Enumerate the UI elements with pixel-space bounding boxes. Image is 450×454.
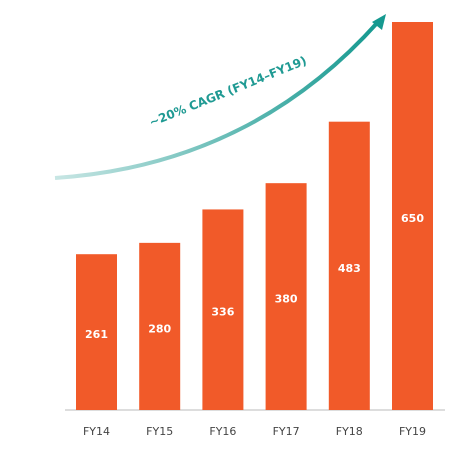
bar: [392, 22, 433, 410]
value-label: 483: [338, 262, 361, 275]
x-tick-label: FY15: [146, 425, 173, 438]
x-tick-label: FY14: [83, 425, 110, 438]
value-label: 280: [148, 322, 171, 335]
bar: [76, 254, 117, 410]
bar: [139, 242, 181, 410]
x-tick-label: FY16: [209, 425, 236, 438]
value-label: 261: [85, 328, 108, 341]
annotation: ~20% CAGR (FY14–FY19): [147, 53, 308, 129]
value-label: 380: [275, 293, 298, 306]
value-label: 650: [401, 212, 424, 225]
bar: [202, 209, 244, 410]
x-tick-label: FY19: [399, 425, 426, 438]
bar: [328, 121, 370, 410]
arrow-head: [372, 14, 386, 30]
value-label: 336: [211, 306, 234, 319]
x-tick-label: FY17: [273, 425, 300, 438]
growth-arrow: [54, 20, 380, 180]
bar: [265, 183, 307, 410]
x-tick-label: FY18: [336, 425, 363, 438]
